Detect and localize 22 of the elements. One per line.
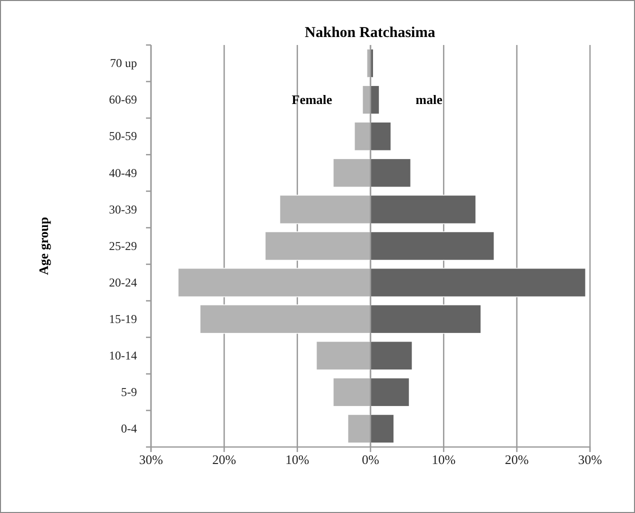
text: male: [416, 92, 443, 107]
y-tick-label: 70 up: [110, 56, 137, 70]
y-tick-label: 20-24: [109, 275, 137, 290]
x-tick-label: 30%: [578, 452, 602, 468]
y-axis-title: Age group: [36, 217, 51, 275]
y-tick-label: 60-69: [109, 92, 137, 107]
x-tick-label: 0%: [362, 452, 380, 468]
y-tick-label: 0-4: [121, 422, 137, 436]
y-tick-label: 50-59: [109, 129, 137, 144]
y-tick-label: 15-19: [109, 312, 137, 326]
x-tick-label: 20%: [212, 452, 236, 468]
y-tick-label: 30-39: [109, 202, 137, 216]
y-tick-label: 40-49: [109, 166, 137, 180]
y-tick-label: 10-14: [109, 348, 137, 362]
text: Female: [292, 92, 332, 107]
y-tick-label: 25-29: [109, 238, 137, 253]
x-tick-label: 10%: [285, 452, 310, 468]
x-tick-label: 20%: [504, 452, 529, 468]
y-tick-label: 5-9: [121, 385, 137, 400]
x-tick-label: 30%: [139, 452, 164, 468]
x-tick-label: 10%: [432, 452, 456, 468]
chart-title: Nakhon Ratchasima: [304, 25, 436, 41]
